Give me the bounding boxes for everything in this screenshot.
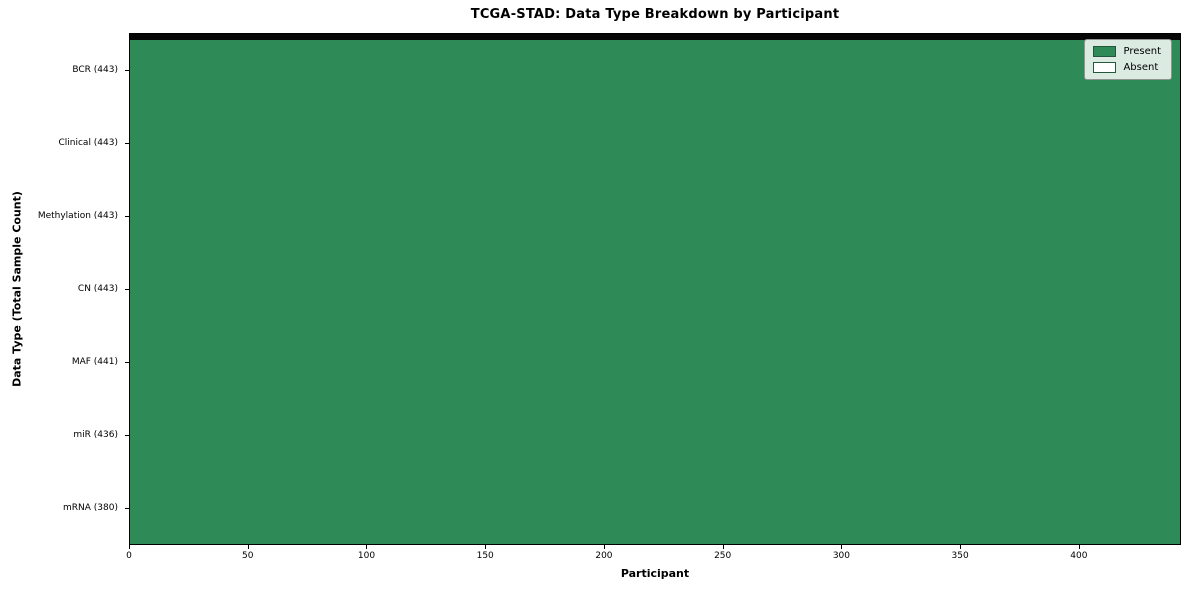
y-tick-label: mRNA (380) xyxy=(63,503,118,514)
x-tick-label: 250 xyxy=(714,551,732,561)
x-tick-mark xyxy=(129,545,130,549)
legend-item-absent: Absent xyxy=(1093,62,1161,73)
legend-swatch-absent-icon xyxy=(1093,62,1117,73)
x-tick-mark xyxy=(841,545,843,549)
x-tick-mark xyxy=(603,545,605,549)
y-tick-mark xyxy=(125,289,129,290)
legend: Present Absent xyxy=(1084,39,1172,80)
heatmap-row-BCR xyxy=(130,34,1180,35)
x-axis-title: Participant xyxy=(620,567,690,580)
x-tick-label: 350 xyxy=(951,551,969,561)
y-tick-label: MAF (441) xyxy=(71,357,118,368)
y-tick-mark xyxy=(125,362,129,364)
y-tick-label: CN (443) xyxy=(77,284,118,294)
y-tick-mark xyxy=(125,508,129,510)
x-tick-label: 0 xyxy=(126,551,132,561)
x-tick-label: 300 xyxy=(832,551,850,561)
x-tick-mark xyxy=(485,545,487,549)
x-tick-mark xyxy=(247,545,249,549)
x-tick-mark xyxy=(1078,545,1080,549)
y-tick-label: BCR (443) xyxy=(72,64,118,75)
heatmap-row-miR xyxy=(130,39,1180,40)
heatmap-row-Clinical xyxy=(130,35,1180,36)
x-tick-label: 400 xyxy=(1070,551,1088,561)
heatmap-row-CN xyxy=(130,37,1180,38)
legend-label-present: Present xyxy=(1123,46,1161,57)
y-tick-label: miR (436) xyxy=(73,430,118,441)
x-tick-mark xyxy=(366,545,368,549)
y-tick-mark xyxy=(125,69,129,71)
x-tick-mark xyxy=(960,545,962,549)
legend-item-present: Present xyxy=(1093,46,1161,57)
y-tick-mark xyxy=(125,142,129,144)
x-tick-label: 150 xyxy=(476,551,494,561)
plot-rows xyxy=(130,34,1180,40)
y-tick-mark xyxy=(125,215,129,217)
x-tick-label: 200 xyxy=(595,551,613,561)
y-tick-label: Methylation (443) xyxy=(37,210,118,221)
y-tick-mark xyxy=(125,435,129,437)
x-tick-mark xyxy=(722,545,724,549)
heatmap-row-MAF xyxy=(130,38,1180,39)
chart-title: TCGA-STAD: Data Type Breakdown by Partic… xyxy=(470,7,840,22)
legend-label-absent: Absent xyxy=(1123,62,1159,73)
plot-area: Present Absent xyxy=(129,33,1181,545)
legend-swatch-present-icon xyxy=(1093,46,1117,57)
x-tick-label: 50 xyxy=(242,551,254,561)
x-tick-label: 100 xyxy=(357,551,376,561)
y-tick-label: Clinical (443) xyxy=(58,137,118,148)
heatmap-row-Methylation xyxy=(130,36,1180,37)
